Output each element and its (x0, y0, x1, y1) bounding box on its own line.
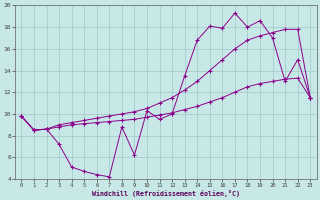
X-axis label: Windchill (Refroidissement éolien,°C): Windchill (Refroidissement éolien,°C) (92, 190, 240, 197)
